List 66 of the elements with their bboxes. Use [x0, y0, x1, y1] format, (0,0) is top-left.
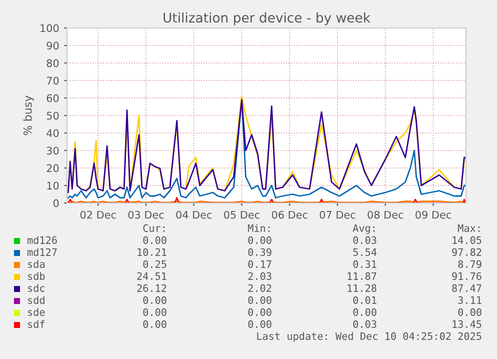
y-tick-label: 10	[47, 182, 59, 190]
text: 0.31	[353, 260, 376, 268]
x-tick-label: 07 Dec	[320, 210, 356, 219]
legend-label: sda	[28, 260, 44, 268]
text: 0.00	[143, 308, 166, 316]
text: 0.00	[248, 296, 272, 304]
text: 0.00	[248, 308, 272, 316]
text: 26.12	[137, 284, 166, 292]
text: 10.21	[138, 248, 166, 256]
text: 11.87	[348, 272, 376, 280]
text: 0.01	[353, 296, 376, 304]
text: 3.11	[458, 296, 482, 304]
text: 0.00	[248, 236, 272, 244]
text: 97.82	[452, 248, 482, 256]
y-tick-label: 50	[46, 112, 59, 120]
x-tick-label: 02 Dec	[80, 210, 116, 219]
text: 0.00	[143, 236, 166, 244]
text: 5.54	[353, 248, 377, 256]
legend-label: md127	[28, 248, 57, 256]
y-tick-label: 80	[46, 59, 59, 68]
text: Min:	[248, 224, 270, 232]
legend-label: sdc	[28, 284, 44, 292]
text: 0.17	[248, 260, 272, 268]
x-tick-label: 05 Dec	[224, 210, 260, 219]
y-tick-label: 40	[46, 129, 59, 138]
text: 87.47	[452, 284, 482, 292]
x-tick-label: 04 Dec	[176, 210, 212, 219]
y-tick-label: 90	[46, 42, 59, 50]
text: 0.00	[143, 320, 166, 328]
text: 0.00	[143, 296, 166, 304]
text: 14.05	[452, 236, 482, 244]
text: Avg:	[352, 224, 375, 234]
y-axis-title: % busy	[23, 96, 34, 136]
text: 13.45	[452, 320, 482, 328]
y-tick-label: 60	[46, 94, 59, 102]
text: Cur:	[143, 224, 165, 232]
text: 0.00	[458, 308, 482, 316]
text: 0.39	[248, 248, 272, 256]
legend-label: sde	[28, 308, 45, 316]
y-tick-label: 100	[40, 24, 59, 32]
text: 91.76	[452, 272, 482, 280]
text: Max:	[458, 224, 480, 232]
text: 0.03	[353, 320, 376, 328]
y-tick-label: 30	[46, 146, 59, 155]
y-tick-label: 20	[46, 164, 59, 172]
x-tick-label: 09 Dec	[416, 210, 451, 219]
text: 0.25	[143, 260, 166, 268]
legend-label: sdb	[28, 272, 45, 280]
legend-label: sdf	[28, 320, 44, 328]
x-tick-label: 06 Dec	[272, 210, 308, 219]
text: 0.00	[248, 320, 272, 328]
legend-label: md126	[28, 236, 57, 244]
text: 24.51	[137, 272, 166, 280]
text: 8.79	[458, 260, 482, 268]
x-tick-label: 08 Dec	[368, 210, 404, 219]
text: 2.02	[248, 284, 272, 292]
text: Last update: Wed Dec 10 04:25:02 2025	[257, 332, 482, 342]
x-tick-label: 03 Dec	[128, 210, 164, 219]
text: 11.28	[348, 284, 376, 292]
y-tick-label: 0	[53, 199, 59, 208]
chart-title: Utilization per device - by week	[164, 12, 370, 26]
text: 0.03	[353, 236, 376, 244]
text: 2.03	[248, 272, 272, 280]
legend-label: sdd	[28, 296, 44, 304]
text: 0.00	[353, 308, 376, 316]
y-tick-label: 70	[46, 76, 59, 85]
